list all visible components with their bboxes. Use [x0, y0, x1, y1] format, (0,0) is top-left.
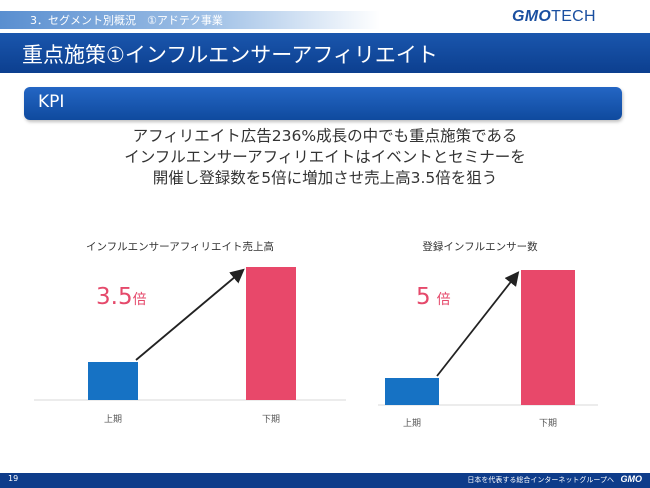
- summary-text: アフィリエイト広告236%成長の中でも重点施策である インフルエンサーアフィリエ…: [0, 126, 650, 189]
- growth-suffix: 倍: [436, 292, 451, 308]
- slide-title: 重点施策①インフルエンサーアフィリエイト: [22, 43, 438, 67]
- growth-suffix: 倍: [132, 292, 147, 308]
- footer-logo: GMO: [620, 474, 643, 484]
- company-logo: GMOTECH: [512, 8, 596, 26]
- summary-line: インフルエンサーアフィリエイトはイベントとセミナーを: [124, 148, 526, 166]
- x-tick-label: 上期: [104, 414, 122, 425]
- page-number: 19: [8, 474, 19, 483]
- section-label: 3．セグメント別概況 ①アドテク事業: [30, 14, 223, 27]
- growth-value: 3.5: [96, 284, 133, 310]
- growth-arrow: [436, 271, 520, 377]
- x-tick-label: 上期: [403, 418, 421, 429]
- growth-arrow: [135, 268, 245, 361]
- growth-annotation-sales: 3.5倍: [96, 284, 147, 310]
- growth-value: 5: [416, 284, 431, 310]
- title-bar: 重点施策①インフルエンサーアフィリエイト: [0, 33, 650, 73]
- bar-second-half: [521, 270, 575, 405]
- bar-first-half: [385, 378, 439, 405]
- logo-gmo: GMO: [512, 8, 552, 25]
- kpi-label: KPI: [38, 92, 65, 112]
- summary-line: 開催し登録数を5倍に増加させ売上高3.5倍を狙う: [152, 169, 498, 187]
- bar-second-half: [246, 267, 296, 400]
- chart-title-influencers: 登録インフルエンサー数: [422, 241, 538, 253]
- x-tick-label: 下期: [539, 418, 557, 429]
- logo-tech: TECH: [551, 8, 596, 25]
- footer-bar: 19 日本を代表する総合インターネットグループへ GMO: [0, 473, 650, 488]
- x-tick-label: 下期: [262, 414, 280, 425]
- footer-tagline: 日本を代表する総合インターネットグループへ: [467, 476, 614, 484]
- section-tag: 3．セグメント別概況 ①アドテク事業: [0, 11, 380, 29]
- summary-line: アフィリエイト広告236%成長の中でも重点施策である: [132, 127, 518, 145]
- chart-title-sales: インフルエンサーアフィリエイト売上高: [85, 241, 275, 253]
- kpi-heading-bar: KPI: [24, 87, 622, 120]
- bar-first-half: [88, 362, 138, 400]
